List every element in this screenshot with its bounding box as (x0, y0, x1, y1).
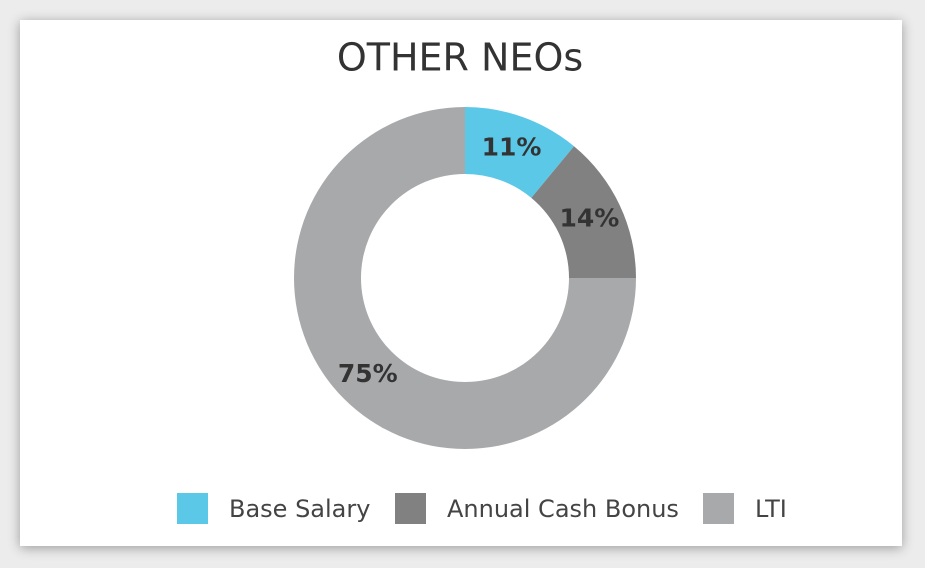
value-label: 11% (482, 133, 542, 162)
legend-swatch (703, 493, 734, 524)
value-label: 75% (338, 359, 398, 388)
card (20, 20, 902, 546)
legend-swatch (177, 493, 208, 524)
legend-label: LTI (755, 495, 787, 523)
donut-segment (294, 107, 636, 449)
legend-label: Base Salary (229, 495, 370, 523)
legend-swatch (395, 493, 426, 524)
legend-label: Annual Cash Bonus (447, 495, 679, 523)
donut-segment (465, 107, 574, 198)
value-label: 14% (559, 203, 619, 232)
chart-title: OTHER NEOs (337, 36, 583, 80)
donut-segment (531, 146, 636, 278)
